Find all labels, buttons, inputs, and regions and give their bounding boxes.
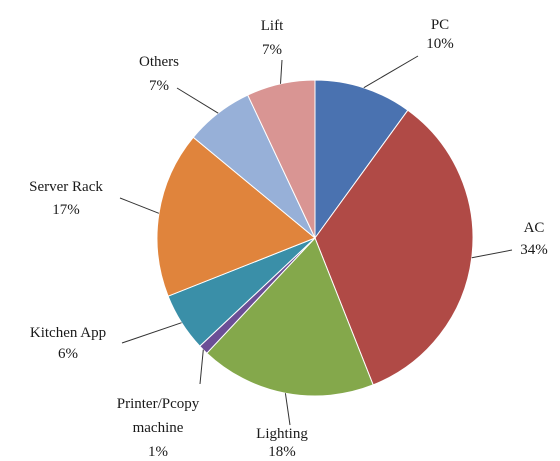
leader-line-lift	[280, 59, 283, 84]
slice-label-ac-value: 34%	[520, 242, 548, 258]
leader-line-ac	[471, 249, 513, 259]
slice-label-printer-name-line1: Printer/Pcopy	[117, 396, 200, 412]
slice-label-lighting-name: Lighting	[256, 426, 308, 442]
slice-label-printer-value: 1%	[148, 444, 168, 460]
slice-label-lighting-value: 18%	[268, 444, 296, 460]
pie-slice-lighting	[206, 237, 374, 397]
slice-label-kitchen-name: Kitchen App	[30, 325, 106, 341]
slice-label-others-value: 7%	[149, 78, 169, 94]
leader-line-others	[176, 87, 219, 114]
slice-label-printer-name-line2: machine	[133, 420, 184, 436]
slice-label-lift-name: Lift	[261, 18, 284, 34]
pie-slices	[156, 79, 474, 397]
leader-line-lighting	[284, 393, 291, 426]
slice-label-pc-value: 10%	[426, 36, 454, 52]
slice-label-kitchen-value: 6%	[58, 346, 78, 362]
pie-slice-lift	[247, 79, 316, 239]
slice-labels: PC 10% AC 34% Lighting 18% Printer/Pcopy…	[29, 17, 548, 460]
leader-lines	[119, 55, 513, 426]
slice-label-others-name: Others	[139, 54, 179, 70]
slice-label-server-value: 17%	[52, 202, 80, 218]
leader-line-pc	[363, 55, 419, 89]
slice-label-pc-name: PC	[431, 17, 449, 33]
slice-label-server-name: Server Rack	[29, 179, 103, 195]
pie-slice-server-rack	[156, 136, 316, 297]
leader-line-server-rack	[119, 197, 160, 214]
slice-label-ac-name: AC	[524, 220, 545, 236]
leader-line-printer-pcopy-machine	[199, 349, 204, 385]
leader-line-kitchen-app	[121, 322, 182, 344]
pie-slice-ac	[314, 109, 474, 386]
slice-label-lift-value: 7%	[262, 42, 282, 58]
